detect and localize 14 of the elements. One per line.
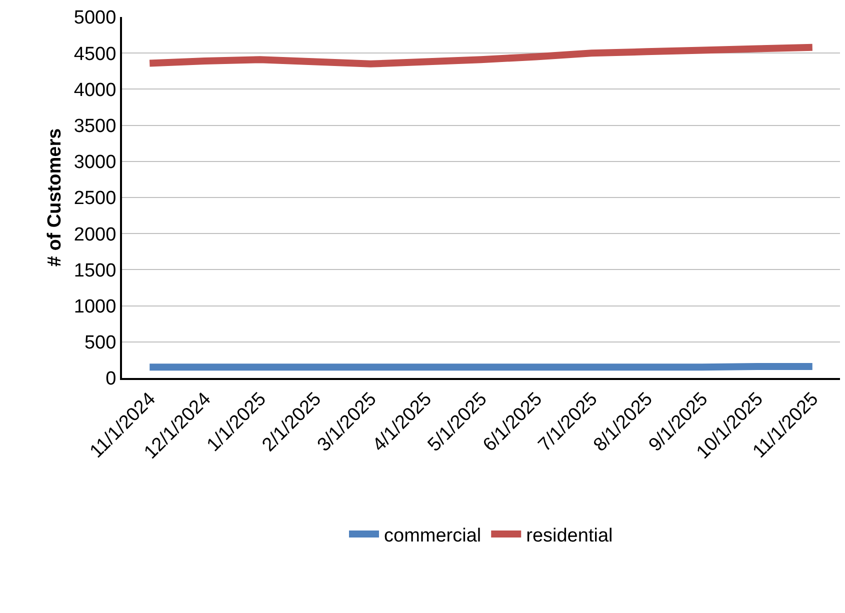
y-tick-label: 2500 (74, 188, 116, 210)
legend-label: commercial (384, 525, 482, 546)
legend-label: residential (526, 525, 613, 546)
y-tick-label: 4000 (74, 80, 116, 101)
y-tick-label: 1500 (74, 260, 116, 282)
y-axis-title: # of Customers (44, 128, 66, 267)
y-tick-label: 3000 (74, 152, 116, 174)
y-tick-label: 1000 (74, 296, 116, 318)
y-tick-label: 500 (84, 332, 116, 354)
y-tick-label: 4500 (74, 44, 116, 65)
y-tick-label: 5000 (74, 8, 116, 29)
y-tick-label: 3500 (74, 116, 116, 137)
y-tick-label: 2000 (74, 224, 116, 246)
y-tick-label: 0 (106, 368, 116, 390)
